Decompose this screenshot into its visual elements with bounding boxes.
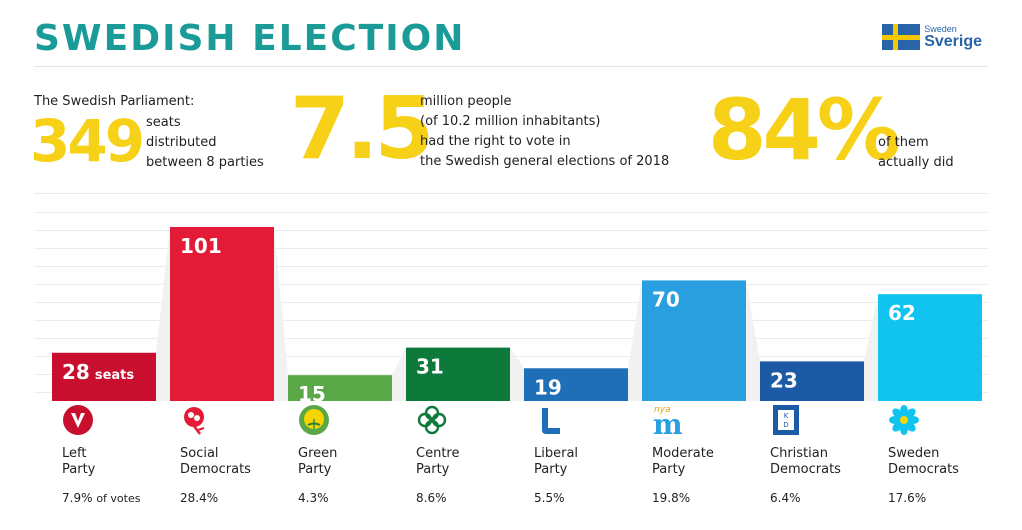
liberal-l-icon xyxy=(534,404,566,436)
bar xyxy=(642,280,746,401)
bar-value-label: 19 xyxy=(534,375,562,399)
party-block: K D Christian Democrats 6.4% xyxy=(760,404,870,505)
bar-value-label: 23 xyxy=(770,368,798,392)
bar-unit-label: seats xyxy=(95,368,135,383)
party-block: Green Party 4.3% xyxy=(288,404,398,505)
gridline xyxy=(34,212,988,213)
vote-share-value: 17.6% xyxy=(888,491,927,505)
voters-text-3: had the right to vote in xyxy=(420,134,571,149)
bar xyxy=(170,227,274,401)
party-name: Moderate Party xyxy=(652,446,714,477)
party-block: Social Democrats 28.4% xyxy=(170,404,280,505)
gridline xyxy=(34,230,988,231)
party-name: Left Party xyxy=(62,446,96,477)
bar-value-label: 31 xyxy=(416,355,444,379)
bar xyxy=(760,361,864,401)
moderate-m-icon: nya m xyxy=(652,404,684,441)
party-block: nya m Moderate Party 19.8% xyxy=(642,404,752,505)
vote-share: 4.3% xyxy=(298,491,398,505)
logo-small-text: Sweden xyxy=(924,23,957,34)
vote-share: 17.6% xyxy=(888,491,988,505)
bar-connector xyxy=(274,227,288,401)
party-name: Christian Democrats xyxy=(770,446,841,477)
vote-share-value: 7.9% xyxy=(62,491,93,505)
svg-text:D: D xyxy=(783,421,788,429)
svg-text:nya: nya xyxy=(654,405,671,415)
gridline xyxy=(34,320,988,321)
party-block: Liberal Party 5.5% xyxy=(524,404,634,505)
gridline xyxy=(34,338,988,339)
svg-text:m: m xyxy=(653,408,683,436)
vote-share: 28.4% xyxy=(180,491,280,505)
bar xyxy=(52,352,156,401)
bar-connector xyxy=(156,227,170,401)
parliament-label: The Swedish Parliament: xyxy=(34,94,195,109)
party-name: Social Democrats xyxy=(180,446,251,477)
seats-text-1: seats xyxy=(146,115,181,130)
page-title: SWEDISH ELECTION xyxy=(34,18,466,59)
party-block: Left Party 7.9% of votes xyxy=(52,404,162,505)
turnout-number: 84% xyxy=(708,81,901,179)
bar-value-label: 70 xyxy=(652,287,680,311)
header-divider xyxy=(34,66,988,67)
vote-share-value: 6.4% xyxy=(770,491,801,505)
seats-number: 349 xyxy=(30,107,145,175)
bar-value-label: 15 xyxy=(298,382,326,406)
vote-share-value: 28.4% xyxy=(180,491,219,505)
svg-text:K: K xyxy=(784,412,789,420)
hepatica-flower-icon xyxy=(888,404,920,436)
bar xyxy=(288,375,392,401)
gridline xyxy=(34,248,988,249)
bar-connector xyxy=(864,294,878,401)
bar-connector xyxy=(746,280,760,401)
bar-connector xyxy=(510,347,524,401)
left-party-v-icon xyxy=(62,404,94,436)
stats-divider xyxy=(34,193,988,194)
voters-text-2: (of 10.2 million inhabitants) xyxy=(420,114,601,129)
bar xyxy=(878,294,982,401)
clover-icon xyxy=(416,404,448,436)
gridline xyxy=(34,302,988,303)
vote-share-value: 5.5% xyxy=(534,491,565,505)
bar-connector xyxy=(628,280,642,401)
party-block: Sweden Democrats 17.6% xyxy=(878,404,988,505)
vote-share: 7.9% of votes xyxy=(62,491,162,505)
vote-share: 19.8% xyxy=(652,491,752,505)
party-block: Centre Party 8.6% xyxy=(406,404,516,505)
vote-share: 8.6% xyxy=(416,491,516,505)
rose-icon xyxy=(180,404,212,436)
bar xyxy=(406,347,510,401)
party-name: Centre Party xyxy=(416,446,460,477)
vote-share-value: 19.8% xyxy=(652,491,691,505)
sweden-sverige-logo: Sweden Sverige xyxy=(882,24,982,50)
vote-share: 6.4% xyxy=(770,491,870,505)
vote-share: 5.5% xyxy=(534,491,634,505)
gridline xyxy=(34,284,988,285)
gridline xyxy=(34,266,988,267)
bar-value-label: 62 xyxy=(888,301,916,325)
party-name: Green Party xyxy=(298,446,338,477)
vote-share-value: 4.3% xyxy=(298,491,329,505)
bar xyxy=(524,368,628,401)
party-name: Liberal Party xyxy=(534,446,579,477)
voters-text-1: million people xyxy=(420,94,512,109)
voters-text-4: the Swedish general elections of 2018 xyxy=(420,154,670,169)
bar-value-label: 101 xyxy=(180,234,222,258)
party-name: Sweden Democrats xyxy=(888,446,959,477)
seats-text-3: between 8 parties xyxy=(146,155,264,170)
turnout-text-2: actually did xyxy=(878,155,954,170)
bar-connector xyxy=(392,347,406,401)
voters-number: 7.5 xyxy=(290,79,434,179)
seats-text-2: distributed xyxy=(146,135,217,150)
swedish-flag-icon xyxy=(882,24,921,50)
turnout-text-1: of them xyxy=(878,135,929,150)
vote-share-suffix: of votes xyxy=(96,492,141,505)
logo-big-text: Sverige xyxy=(924,32,982,50)
vote-share-value: 8.6% xyxy=(416,491,447,505)
dandelion-icon xyxy=(298,404,330,436)
